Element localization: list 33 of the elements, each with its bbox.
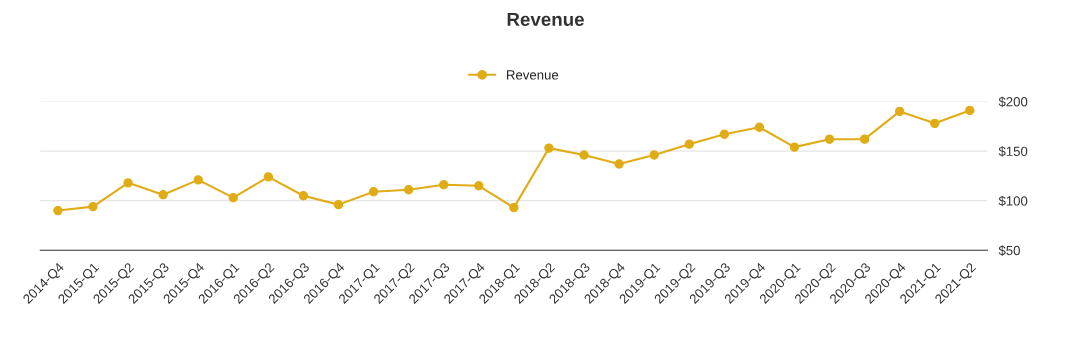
point	[263, 172, 274, 182]
point	[509, 202, 519, 213]
point	[88, 201, 98, 212]
point	[368, 187, 379, 197]
point	[824, 134, 835, 144]
point	[789, 142, 800, 152]
point	[649, 150, 659, 160]
point	[719, 129, 729, 139]
point	[754, 122, 765, 132]
point	[614, 159, 624, 169]
point	[193, 175, 203, 185]
point	[544, 143, 554, 153]
point	[859, 134, 870, 144]
y-tick-label: $50	[998, 245, 1020, 256]
point	[894, 106, 905, 117]
point	[53, 205, 63, 216]
point	[579, 150, 589, 160]
y-tick-label: $100	[998, 195, 1028, 207]
point	[439, 180, 449, 190]
point	[228, 193, 238, 203]
y-tick-label: $200	[998, 96, 1028, 108]
y-tick-label: $150	[998, 146, 1028, 157]
legend-label: Revenue	[507, 70, 559, 80]
point	[123, 178, 133, 188]
chart-title: Revenue	[507, 12, 584, 27]
point	[684, 139, 694, 149]
point	[298, 191, 309, 201]
point	[403, 185, 414, 195]
point	[158, 190, 168, 200]
point	[333, 199, 344, 210]
point	[930, 118, 940, 128]
point	[965, 105, 975, 116]
point	[474, 181, 484, 191]
